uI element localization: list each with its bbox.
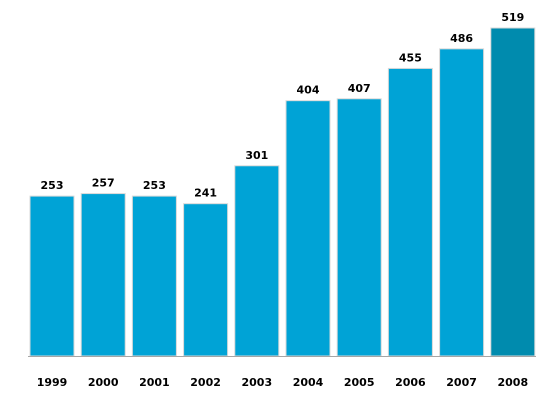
value-label-2005: 407: [348, 82, 371, 95]
value-label-2001: 253: [143, 179, 166, 192]
x-tick-label-2004: 2004: [293, 376, 324, 389]
value-label-2008: 519: [501, 11, 524, 24]
bar-2008: [490, 27, 536, 357]
bar-2000: [80, 193, 126, 357]
value-label-2007: 486: [450, 32, 473, 45]
x-tick-label-2001: 2001: [139, 376, 170, 389]
bar-2004: [285, 100, 331, 357]
value-label-2006: 455: [399, 51, 422, 64]
x-tick-label-2005: 2005: [344, 376, 375, 389]
bar-2007: [439, 48, 485, 357]
value-label-2000: 257: [92, 177, 115, 190]
value-label-2004: 404: [297, 84, 320, 97]
bar-2006: [387, 67, 433, 357]
x-tick-labels-layer: 1999 2000 2001 2002 2003 2004 2005 2006 2007 2008: [37, 376, 528, 389]
value-labels-layer: 253 257 253 241 301 404 407 455 486 519: [41, 11, 525, 200]
bar-2005: [336, 98, 382, 357]
x-tick-label-1999: 1999: [37, 376, 68, 389]
x-tick-label-2006: 2006: [395, 376, 426, 389]
bar-1999: [29, 195, 75, 357]
value-label-2003: 301: [245, 149, 268, 162]
x-tick-label-2002: 2002: [190, 376, 221, 389]
bar-2002: [183, 203, 229, 357]
value-label-1999: 253: [41, 179, 64, 192]
bar-2003: [234, 165, 280, 357]
value-label-2002: 241: [194, 187, 217, 200]
x-tick-label-2003: 2003: [241, 376, 272, 389]
x-tick-label-2008: 2008: [497, 376, 528, 389]
bars-layer: [29, 27, 536, 357]
x-tick-label-2007: 2007: [446, 376, 477, 389]
x-tick-label-2000: 2000: [88, 376, 119, 389]
bar-2001: [131, 195, 177, 357]
